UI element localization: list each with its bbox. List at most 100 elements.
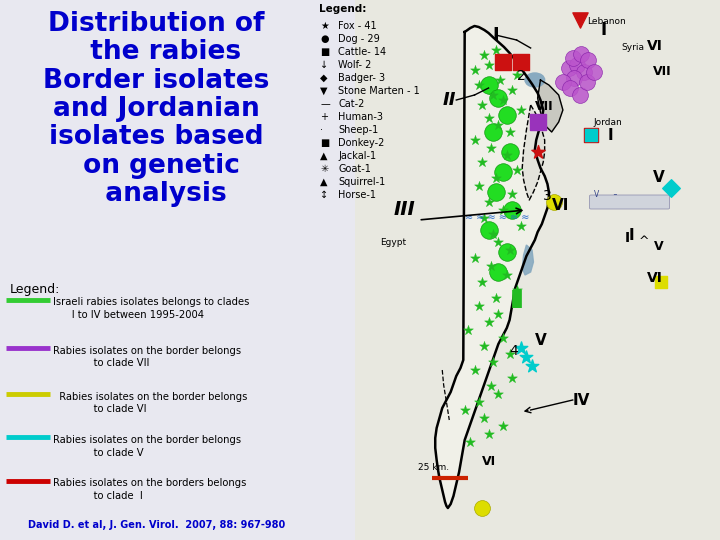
Point (464, 438, 476, 447)
Point (490, 174, 501, 183)
Point (487, 127, 498, 136)
Point (504, 127, 516, 136)
Text: ^: ^ (639, 235, 649, 248)
Point (469, 66, 480, 75)
Text: Syria: Syria (622, 43, 645, 52)
Text: Human-3: Human-3 (338, 112, 384, 122)
Text: III: III (393, 200, 415, 219)
Point (490, 294, 501, 302)
Text: VI: VI (647, 271, 663, 285)
Text: II: II (442, 91, 456, 109)
Text: ◆: ◆ (320, 73, 328, 83)
Point (487, 357, 498, 366)
Point (575, 50, 587, 58)
Text: I: I (600, 21, 607, 39)
Point (473, 181, 485, 190)
Point (492, 120, 504, 129)
Text: V: V (652, 170, 665, 185)
Text: 3: 3 (544, 189, 552, 203)
Text: Badger- 3: Badger- 3 (338, 73, 386, 83)
Text: Goat-1: Goat-1 (338, 164, 372, 174)
Point (507, 206, 518, 214)
Text: ↕: ↕ (320, 190, 328, 200)
Point (479, 51, 490, 59)
Point (473, 302, 485, 310)
Point (476, 100, 487, 109)
Point (563, 64, 575, 72)
Point (459, 406, 470, 414)
Text: Dog - 29: Dog - 29 (338, 34, 380, 44)
Point (469, 366, 480, 374)
Point (585, 131, 597, 139)
Text: I: I (625, 231, 630, 245)
Text: Jackal-1: Jackal-1 (338, 151, 377, 161)
Point (479, 342, 490, 350)
Text: VII: VII (535, 100, 554, 113)
Text: VII: VII (652, 65, 671, 78)
Point (492, 238, 504, 246)
Point (567, 53, 578, 62)
Circle shape (525, 73, 544, 87)
Point (476, 278, 487, 286)
Point (483, 60, 495, 69)
Text: Squirrel-1: Squirrel-1 (338, 177, 386, 187)
Point (497, 96, 508, 104)
Point (469, 254, 480, 262)
Point (511, 71, 523, 79)
Point (515, 222, 526, 231)
Point (507, 86, 518, 94)
FancyBboxPatch shape (590, 195, 670, 209)
Text: VI: VI (482, 455, 495, 468)
Point (483, 226, 495, 234)
Text: I: I (492, 26, 500, 44)
Text: 2: 2 (517, 69, 526, 83)
Text: ▲: ▲ (320, 151, 328, 161)
Point (485, 382, 497, 390)
Point (473, 80, 485, 89)
Point (655, 278, 667, 286)
Point (494, 76, 505, 84)
Text: Donkey-2: Donkey-2 (338, 138, 384, 148)
Point (526, 362, 538, 370)
Text: V: V (654, 240, 664, 253)
Point (532, 147, 544, 156)
Point (582, 56, 594, 64)
Point (504, 246, 516, 254)
Point (492, 268, 504, 276)
Point (476, 158, 487, 166)
Text: David D. et al, J. Gen. Virol.  2007, 88: 967-980: David D. et al, J. Gen. Virol. 2007, 88:… (28, 520, 285, 530)
Point (578, 68, 590, 76)
Point (497, 334, 508, 342)
Point (479, 414, 490, 422)
Text: ●: ● (320, 34, 329, 44)
Text: Sheep-1: Sheep-1 (338, 125, 379, 135)
Text: Rabies isolates on the borders belongs
             to clade  I: Rabies isolates on the borders belongs t… (53, 478, 247, 501)
Point (483, 318, 495, 326)
Point (564, 84, 576, 92)
Text: V      –: V – (594, 190, 617, 199)
Point (479, 214, 490, 222)
Point (574, 16, 585, 24)
Text: Fox - 41: Fox - 41 (338, 21, 377, 31)
Point (585, 131, 597, 139)
Text: —: — (320, 99, 330, 109)
Point (490, 46, 501, 55)
Point (490, 188, 501, 197)
Point (568, 73, 580, 82)
Point (588, 68, 600, 76)
Point (497, 206, 508, 214)
Point (483, 198, 495, 206)
Point (515, 343, 526, 352)
Point (462, 326, 473, 334)
Point (511, 286, 523, 294)
Point (504, 350, 516, 359)
Point (515, 58, 526, 66)
Text: Legend:: Legend: (9, 284, 60, 296)
Point (497, 422, 508, 430)
Point (507, 374, 518, 382)
Point (483, 430, 495, 438)
Point (469, 136, 480, 144)
Text: ■: ■ (320, 138, 330, 148)
Text: Lebanon: Lebanon (587, 17, 626, 26)
Text: +: + (320, 112, 328, 122)
